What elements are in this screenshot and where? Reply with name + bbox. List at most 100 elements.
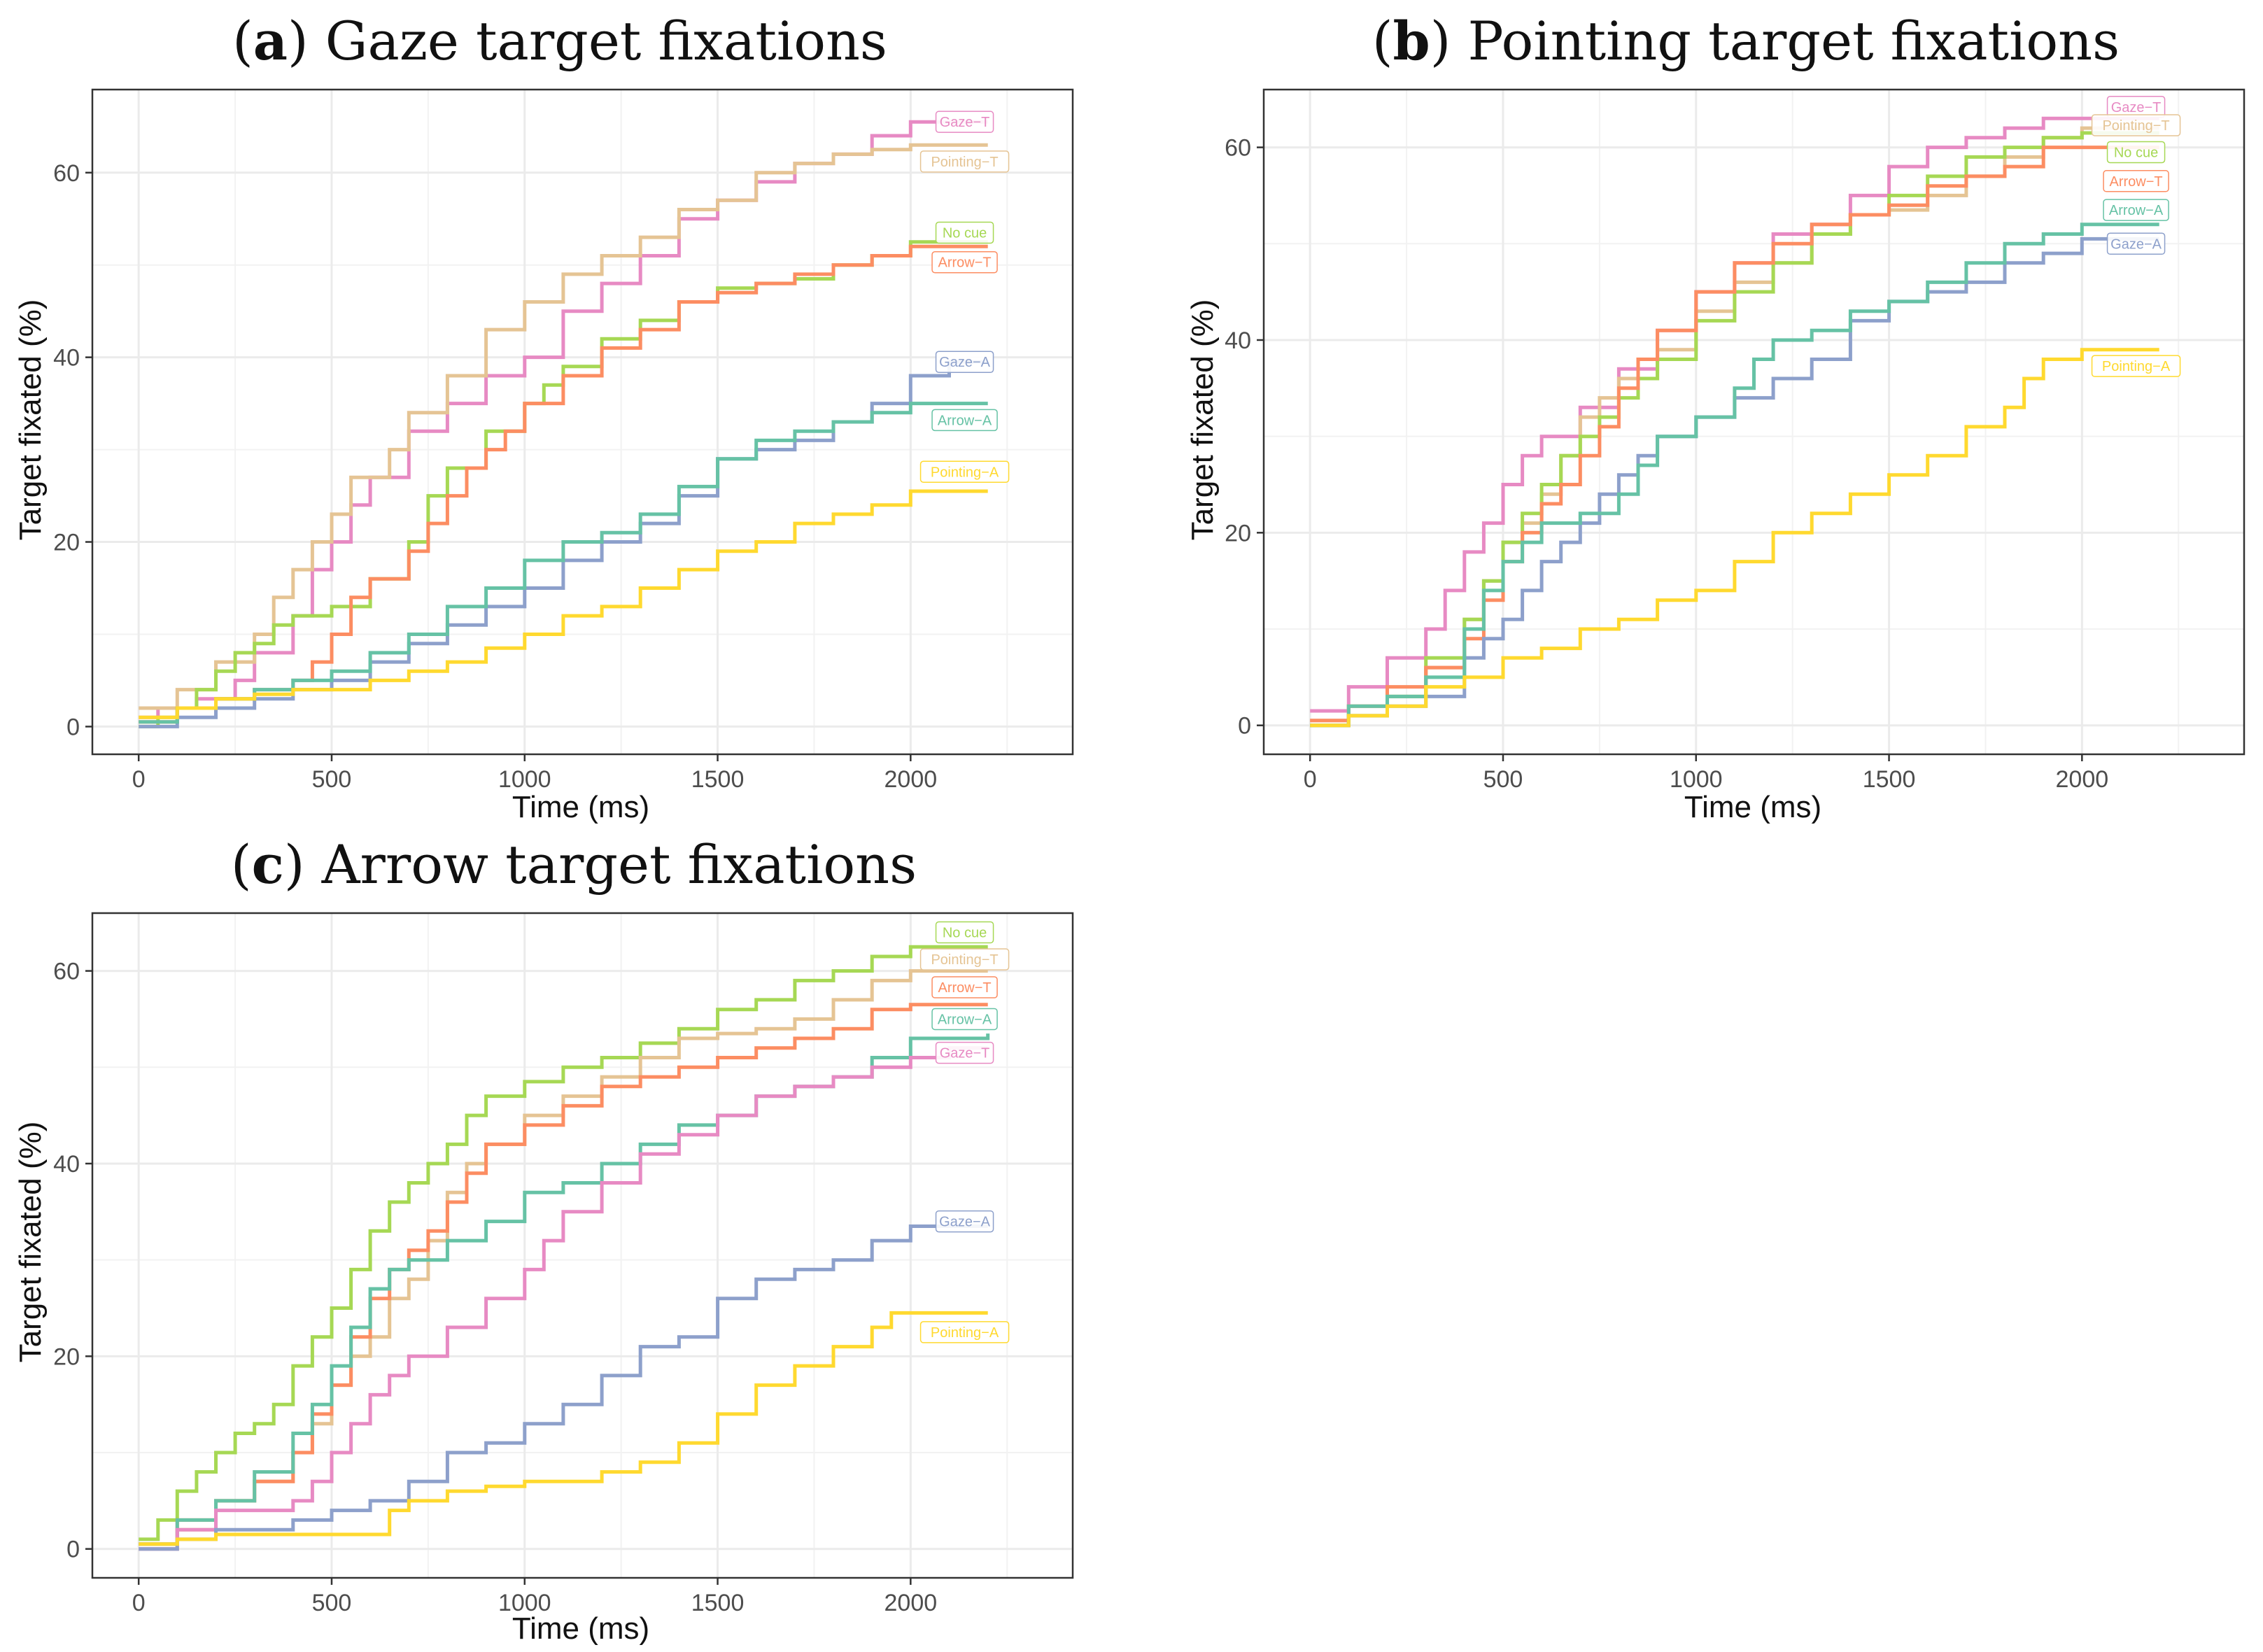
panel-c-label-text-pointing-t: Pointing−T [931, 952, 998, 968]
panel-b-title: (b) Pointing target fixations [1372, 10, 2120, 72]
panel-c-label-box-arrow-a [931, 1008, 998, 1031]
panel-a-label-box-pointing-t [919, 150, 1010, 173]
panel-a-title: (a) Gaze target fixations [232, 10, 887, 72]
panel-a-label-gaze-a: Gaze−A [935, 351, 994, 373]
panel-b-series-pointing-a [1310, 348, 2159, 728]
panel-b-x-tick-label: 2000 [2056, 766, 2109, 793]
panel-c-y-tick-label: 0 [66, 1537, 80, 1563]
panel-c-label-no-cue: No cue [935, 921, 994, 944]
panel-a-label-arrow-a: Arrow−A [931, 409, 998, 432]
panel-c-series-pointing-a [139, 1311, 988, 1546]
panel-c-y-tick-label: 40 [53, 1151, 80, 1178]
panel-b-pointing-target-fixations: (b) Pointing target fixations 0 500 1000 15… [1185, 10, 2246, 824]
panel-c-label-box-no-cue [935, 921, 994, 944]
panel-c-label-arrow-a: Arrow−A [931, 1008, 998, 1031]
panel-b-y-tick-label: 40 [1225, 327, 1251, 354]
panel-c-x-tick-label: 1000 [498, 1590, 551, 1616]
panel-c-series-no-cue [139, 945, 988, 1541]
panel-a-y-tick-label: 20 [53, 530, 80, 556]
panel-b-label-box-pointing-t [2091, 114, 2181, 136]
panel-c-x-tick-label: 500 [312, 1590, 352, 1616]
panel-b-label-no-cue: No cue [2106, 141, 2166, 164]
panel-c-x-tick-label: 1500 [691, 1590, 745, 1616]
panel-a-label-text-pointing-t: Pointing−T [931, 155, 998, 170]
panel-c-label-text-gaze-t: Gaze−T [940, 1046, 990, 1061]
panel-c-plot-background [92, 913, 1073, 1578]
panel-b-y-tick-label: 60 [1225, 135, 1251, 162]
panel-b-label-text-pointing-a: Pointing−A [2102, 359, 2171, 374]
panel-c-panel-border [91, 912, 1074, 1579]
panel-a-y-tick-label: 60 [53, 160, 80, 187]
panel-c-x-axis-label: Time (ms) [512, 1611, 649, 1646]
panel-a-series-pointing-a [139, 489, 988, 719]
panel-c-title: (c) Arrow target fixations [231, 833, 917, 896]
panel-b-label-gaze-t: Gaze−T [2106, 96, 2166, 118]
panel-b-y-tick-label: 20 [1225, 520, 1251, 546]
panel-b-label-gaze-a: Gaze−A [2106, 232, 2166, 255]
panel-c-label-text-arrow-t: Arrow−T [938, 980, 991, 996]
panel-a-x-tick-label: 2000 [884, 766, 938, 793]
panel-c-series-gaze-a [139, 1224, 988, 1551]
panel-c-label-pointing-t: Pointing−T [919, 948, 1010, 970]
panel-c-label-arrow-t: Arrow−T [931, 976, 998, 998]
panel-a-panel-border [91, 88, 1074, 756]
panel-a-plot-background [92, 90, 1073, 754]
panel-a-label-gaze-t: Gaze−T [935, 111, 994, 133]
panel-a-x-axis-label: Time (ms) [512, 790, 649, 824]
panel-a-series-arrow-a [139, 402, 988, 724]
panel-a-label-box-pointing-a [919, 460, 1010, 483]
panel-a-y-tick-label: 0 [66, 714, 80, 740]
panel-a-label-box-gaze-t [935, 111, 994, 133]
panel-b-label-box-no-cue [2106, 141, 2166, 164]
panel-c-label-gaze-t: Gaze−T [935, 1041, 994, 1064]
panel-a-label-text-arrow-a: Arrow−A [938, 413, 992, 428]
panel-b-plot-area: 0 500 1000 1500 2000 0 20 40 60 Gaze−T Pointing−T N… [1225, 88, 2246, 793]
panel-a-label-text-arrow-t: Arrow−T [938, 255, 991, 271]
panel-a-label-no-cue: No cue [935, 221, 994, 244]
panel-a-plot-area: 0 500 1000 1500 2000 0 20 40 60 Gaze−T Pointing−T N… [53, 88, 1074, 793]
panel-a-y-axis-label: Target fixated (%) [13, 299, 48, 541]
panel-a-y-tick-label: 40 [53, 345, 80, 372]
panel-b-label-text-arrow-a: Arrow−A [2109, 203, 2164, 218]
panel-c-label-pointing-a: Pointing−A [919, 1321, 1010, 1343]
panel-b-label-box-arrow-t [2103, 170, 2169, 192]
panel-c-x-tick-label: 2000 [884, 1590, 938, 1616]
panel-c-label-text-arrow-a: Arrow−A [938, 1012, 992, 1027]
panel-a-label-box-arrow-t [931, 250, 998, 274]
panel-c-x-tick-label: 0 [132, 1590, 146, 1616]
panel-a-x-tick-label: 0 [132, 766, 146, 793]
panel-b-label-text-gaze-a: Gaze−A [2110, 236, 2162, 252]
panel-c-label-text-no-cue: No cue [943, 926, 987, 941]
panel-b-y-tick-label: 0 [1238, 713, 1251, 740]
panel-b-label-pointing-t: Pointing−T [2091, 114, 2181, 136]
panel-c-label-box-arrow-t [931, 976, 998, 998]
panel-a-label-text-no-cue: No cue [943, 226, 987, 241]
panel-a-label-box-arrow-a [931, 409, 998, 432]
panel-c-label-box-gaze-a [935, 1210, 994, 1233]
panel-b-x-tick-label: 0 [1304, 766, 1317, 793]
panel-b-label-text-no-cue: No cue [2114, 145, 2158, 160]
panel-b-plot-background [1264, 90, 2244, 754]
panel-c-series-arrow-t [139, 1003, 988, 1546]
panel-c-series-gaze-t [139, 1046, 988, 1551]
panel-b-x-tick-label: 1500 [1863, 766, 1916, 793]
panel-b-label-text-pointing-t: Pointing−T [2102, 118, 2169, 134]
panel-b-panel-border [1262, 88, 2246, 756]
panel-b-x-tick-label: 500 [1483, 766, 1523, 793]
panel-b-label-arrow-a: Arrow−A [2103, 199, 2169, 221]
panel-b-label-text-arrow-t: Arrow−T [2109, 174, 2162, 190]
panel-a-label-text-pointing-a: Pointing−A [931, 465, 999, 480]
panel-a-series-pointing-t [139, 143, 988, 710]
panel-c-y-tick-label: 20 [53, 1343, 80, 1370]
panel-c-arrow-target-fixations: (c) Arrow target fixations 0 500 1000 1500 2… [13, 833, 1074, 1646]
panel-c-label-box-gaze-t [935, 1041, 994, 1064]
panel-a-label-box-no-cue [935, 221, 994, 244]
panel-b-x-tick-label: 1000 [1670, 766, 1723, 793]
panel-c-label-gaze-a: Gaze−A [935, 1210, 994, 1233]
panel-c-y-tick-label: 60 [53, 959, 80, 985]
panel-b-y-axis-label: Target fixated (%) [1185, 299, 1220, 541]
panel-b-label-box-gaze-a [2106, 232, 2166, 255]
panel-a-x-tick-label: 1500 [691, 766, 745, 793]
panel-b-label-box-arrow-a [2103, 199, 2169, 221]
